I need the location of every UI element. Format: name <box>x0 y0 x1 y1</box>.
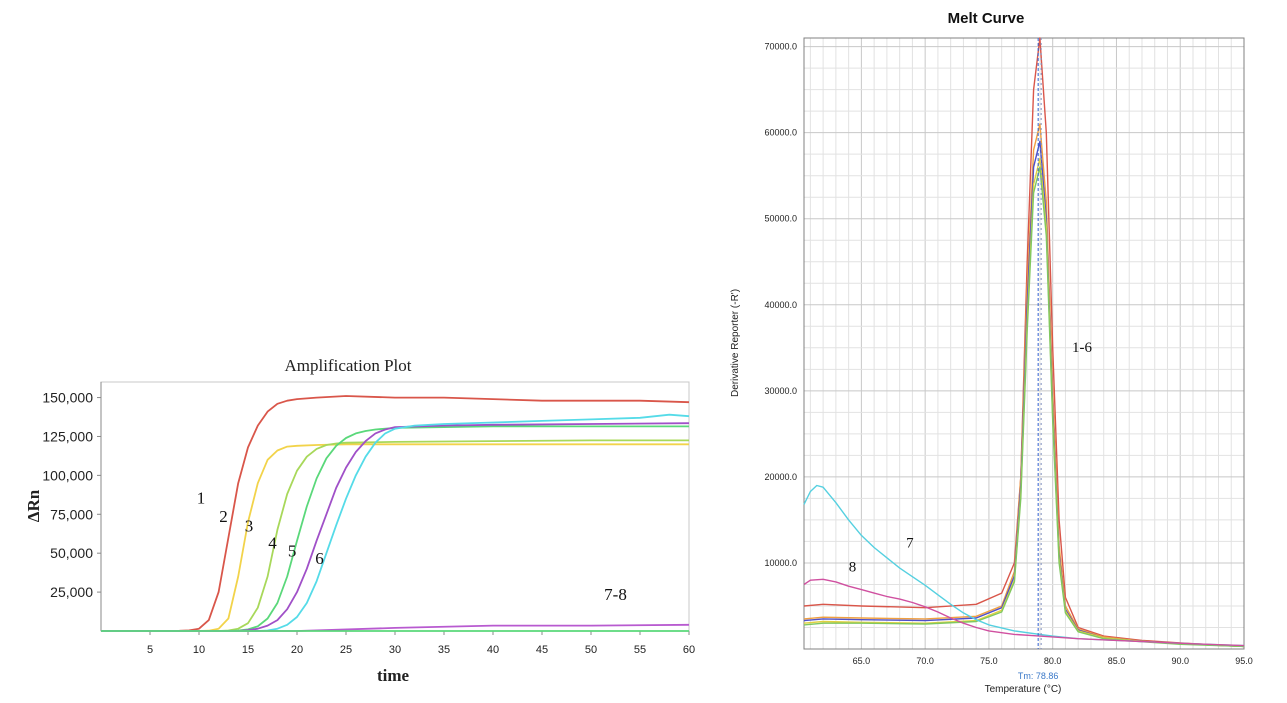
melt-x-tick-label: 90.0 <box>1171 656 1189 666</box>
amp-annotation-label: 1 <box>197 488 206 507</box>
amp-x-tick-label: 55 <box>634 644 646 656</box>
melt-y-ticks: 10000.0 20000.0 30000.0 40000.0 50000.0 60000… <box>764 42 797 568</box>
amp-x-tick-label: 50 <box>585 644 597 656</box>
melt-y-tick-label: 50000.0 <box>764 214 797 224</box>
melt-annotation-label: 7 <box>906 535 914 551</box>
melt-x-tick-label: 85.0 <box>1108 656 1126 666</box>
amp-series-line-2 <box>101 443 689 632</box>
melt-x-tick-label: 80.0 <box>1044 656 1062 666</box>
melt-tm-label: Tm: 78.86 <box>1018 671 1059 681</box>
amp-x-label: time <box>377 666 410 685</box>
melt-annotation-label: 8 <box>849 560 857 576</box>
melt-y-tick-label: 20000.0 <box>764 472 797 482</box>
amp-annotation-label: 3 <box>245 516 254 535</box>
amp-x-tick-label: 40 <box>487 644 499 656</box>
amp-series-line-6 <box>101 413 690 632</box>
melt-series-line <box>803 484 1245 647</box>
amp-x-tick-label: 60 <box>683 644 695 656</box>
amp-x-tick-label: 35 <box>438 644 450 656</box>
amp-annotation-label: 6 <box>315 549 324 568</box>
amp-annotation-label: 5 <box>288 541 297 560</box>
melt-y-tick-label: 30000.0 <box>764 386 797 396</box>
amp-annotation-label: 2 <box>219 507 228 526</box>
amp-y-tick-label: 100,000 <box>42 467 93 483</box>
melt-title: Melt Curve <box>948 10 1025 27</box>
melt-series-line <box>803 578 1245 647</box>
amp-y-tick-label: 125,000 <box>42 428 93 444</box>
amp-series-group <box>101 395 690 632</box>
amp-series-line-1 <box>101 395 690 632</box>
amp-x-tick-label: 5 <box>147 644 153 656</box>
amp-series-line-4 <box>101 425 689 632</box>
melt-series-line <box>803 123 1245 648</box>
melt-y-tick-label: 70000.0 <box>764 42 797 52</box>
melt-x-tick-label: 65.0 <box>853 656 871 666</box>
melt-y-tick-label: 10000.0 <box>764 558 797 568</box>
amp-annotations: 12 34 5 6 7-8 <box>197 488 627 603</box>
amp-x-tick-label: 25 <box>340 644 352 656</box>
melt-grid <box>804 38 1245 649</box>
amp-x-tick-label: 45 <box>536 644 548 656</box>
melt-series-line <box>803 157 1245 648</box>
amp-x-tick-label: 15 <box>242 644 254 656</box>
melt-plot-area <box>803 37 1245 650</box>
melt-annotations: 1-6 7 8 <box>849 340 1093 575</box>
melt-y-tick-label: 60000.0 <box>764 128 797 138</box>
melt-series-line <box>803 166 1245 648</box>
melt-annotation-label: 1-6 <box>1072 340 1092 356</box>
melt-x-tick-label: 95.0 <box>1235 656 1253 666</box>
amp-x-tick-label: 20 <box>291 644 303 656</box>
melt-y-tick-label: 40000.0 <box>764 300 797 310</box>
melt-series-line <box>803 37 1245 648</box>
amp-y-label: ΔRn <box>24 489 43 522</box>
amp-y-tick-label: 75,000 <box>50 506 93 522</box>
melt-x-label: Temperature (°C) <box>985 684 1062 695</box>
melt-series-group <box>803 37 1245 648</box>
amp-x-tick-label: 30 <box>389 644 401 656</box>
amp-title: Amplification Plot <box>284 356 411 375</box>
amp-y-ticks: 25,000 50,000 75,000 100,000 125,000 150,000 <box>42 390 101 600</box>
amp-x-tick-label: 10 <box>193 644 205 656</box>
amp-annotation-label: 4 <box>268 534 277 553</box>
melt-y-label: Derivative Reporter (-R') <box>730 289 741 397</box>
amp-annotation-label: 7-8 <box>604 585 627 604</box>
amp-y-tick-label: 25,000 <box>50 584 93 600</box>
amp-y-tick-label: 50,000 <box>50 545 93 561</box>
amp-series-line-3 <box>101 439 689 632</box>
melt-x-tick-label: 75.0 <box>980 656 998 666</box>
melt-x-tick-label: 70.0 <box>916 656 934 666</box>
amp-series-line-5 <box>101 422 690 632</box>
melt-x-ticks: 65.0 70.0 75.0 80.0 85.0 90.0 95.0 <box>853 656 1253 666</box>
amp-x-ticks: 5 10 15 20 25 30 35 40 45 50 55 60 <box>147 631 695 656</box>
amp-y-tick-label: 150,000 <box>42 390 93 406</box>
